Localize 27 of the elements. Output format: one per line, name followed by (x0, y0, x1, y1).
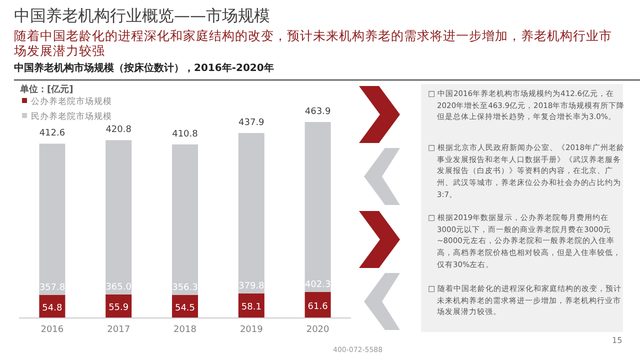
data-label: 58.1 (241, 302, 262, 313)
x-tick-label: 2019 (240, 325, 264, 335)
bar (39, 144, 66, 295)
total-label: 463.9 (304, 107, 331, 117)
data-label: 55.9 (108, 303, 129, 314)
bar (304, 122, 331, 292)
x-tick-label: 2018 (174, 325, 197, 335)
x-tick-label: 2017 (107, 325, 130, 335)
legend-label: 公办养老院市场规模 (31, 96, 112, 107)
total-label: 412.6 (39, 128, 66, 139)
data-label: 61.6 (308, 302, 328, 312)
text: 单位：[亿元] (20, 85, 74, 96)
bar (238, 132, 264, 294)
data-label: 54.5 (174, 303, 196, 314)
chart-title: 中国养老机构行业概览——市场规模 (14, 6, 271, 26)
total-label: 420.8 (106, 125, 132, 136)
bar (106, 140, 132, 294)
data-label: 54.8 (42, 303, 62, 314)
chart-subtitle: 随着中国老龄化的进程深化和家庭结构的改变，预计未来机构养老的需求将进一步增加，养老机构行业市场发展潜力较强 (14, 28, 613, 58)
x-tick-label: 2016 (40, 325, 64, 335)
text: 15 (612, 336, 624, 346)
total-label: 437.9 (238, 118, 265, 128)
legend-label: 民办养老院市场规模 (31, 111, 112, 122)
bar (172, 144, 198, 295)
text: 中国养老机构市场规模（按床位数计），2016年-2020年 (14, 63, 275, 76)
total-label: 410.8 (172, 129, 198, 140)
x-tick-label: 2020 (306, 325, 330, 335)
